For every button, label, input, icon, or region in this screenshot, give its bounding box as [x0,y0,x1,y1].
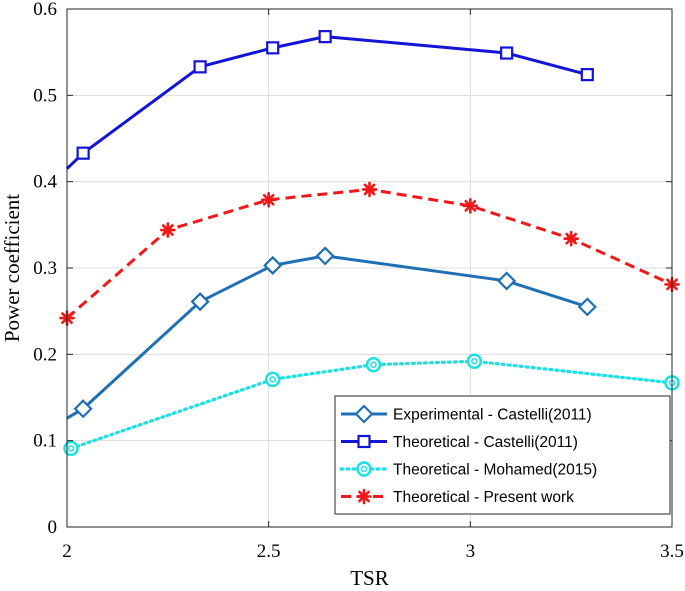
data-point [264,371,281,388]
legend-entry-1: Experimental - Castelli(2011) [341,404,592,424]
data-point-inner [471,357,478,365]
data-point [73,399,93,419]
y-tick-label: 0.2 [33,344,57,365]
data-point [160,222,176,238]
legend-label: Theoretical - Present work [393,489,574,506]
data-point [563,230,579,247]
legend-label: Experimental - Castelli(2011) [393,407,592,424]
data-point-stroke [161,224,174,236]
data-point-outer [63,440,79,457]
data-point [315,246,335,266]
y-tick-label: 0.4 [33,172,57,193]
x-tick-label: 3.5 [660,541,684,562]
x-tick-label: 2.5 [257,541,281,562]
series-layer [59,30,680,457]
data-point-inner [269,376,276,383]
legend-marker-outer [356,461,372,477]
data-point-stroke [262,193,275,206]
data-point [462,198,479,214]
legend-entry-4: Theoretical - Present work [341,488,574,506]
series-3 [63,353,680,457]
legend-label: Theoretical - Castelli(2011) [393,434,578,451]
data-point-stroke [363,183,376,196]
data-point [263,255,283,275]
y-tick-label: 0 [48,517,58,538]
y-axis-title: Power coefficient [0,194,24,342]
series-1 [66,246,597,420]
data-point-stroke [464,199,477,212]
axes [66,8,673,528]
x-axis-title: TSR [350,566,389,590]
data-point-outer [264,371,281,388]
y-tick-label: 0.5 [33,85,57,106]
legend-box [334,395,671,515]
y-tick-label: 0.3 [33,258,57,279]
x-tick-label: 2 [62,541,72,562]
data-point [266,41,280,55]
data-point [577,297,597,317]
x-tick-label: 3 [466,541,476,562]
series-2 [65,30,594,170]
data-point [580,68,594,82]
data-point [361,181,378,198]
legend-marker [357,434,371,449]
data-point-outer [365,356,382,373]
data-point-inner [67,445,75,452]
legend-entry-3: Theoretical - Mohamed(2015) [339,461,597,479]
data-point [466,353,483,369]
legend: Experimental - Castelli(2011) Theoretical… [334,395,671,515]
data-point [365,356,382,373]
legend-entry-2: Theoretical - Castelli(2011) [341,434,578,451]
data-point [193,60,207,74]
legend-label: Theoretical - Mohamed(2015) [393,462,597,479]
legend-marker [354,404,374,424]
legend-marker-inner [360,465,368,473]
data-point [76,146,90,160]
data-point [318,30,332,44]
data-point [500,46,514,60]
data-point-outer [466,353,483,369]
legend-marker [356,488,372,505]
legend-marker [356,461,372,477]
data-point [260,191,277,208]
data-point-stroke [565,232,578,245]
data-point [497,271,517,291]
y-tick-label: 0.6 [33,0,57,20]
data-point [190,292,210,312]
data-point [63,440,79,457]
y-tick-label: 0.1 [33,431,57,452]
tick-labels: 2 2.5 3 3.5 0 0.1 0.2 0.3 0.4 0.5 0.6 [33,0,684,562]
legend-marker-stroke [358,490,370,503]
data-point-inner [370,361,377,368]
